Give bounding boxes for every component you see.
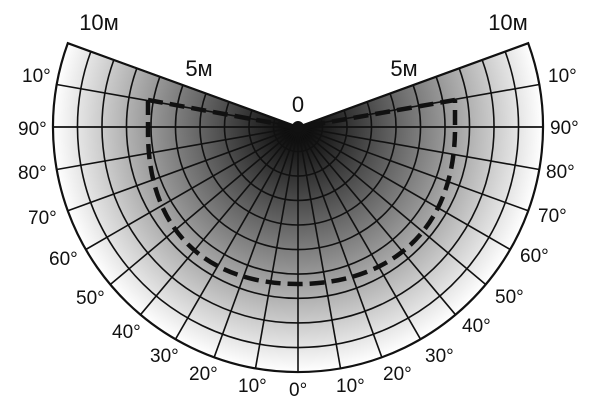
angle-spoke [139,126,299,316]
angle-spoke [297,126,457,316]
angle-label-right: 80° [546,162,575,183]
angle-label-left: 70° [28,208,57,229]
angle-label-left: 20° [189,364,218,385]
angle-spoke [254,126,299,369]
angle-label-right: 70° [538,206,567,227]
angle-spoke [297,126,511,251]
angle-label-left: 90° [18,119,47,140]
angle-label-right: 60° [520,246,549,267]
angle-label-right: 90° [550,118,579,139]
angle-spoke [297,126,422,340]
sensor-origin [292,121,304,133]
angle-spoke [174,126,299,340]
angle-spoke [297,126,342,369]
angle-spoke [213,126,299,358]
angle-spoke [297,126,529,212]
angle-label-left: 10° [238,376,267,397]
angle-label-right: 10° [336,376,365,397]
angle-label-left: 40° [112,322,141,343]
angle-spoke [56,126,299,171]
angle-label-left: 80° [18,163,47,184]
angle-label-left: 10° [22,66,51,87]
angle-spoke [85,126,299,251]
angle-spoke [297,126,383,358]
detection-boundary-dashed [145,100,458,287]
angle-spoke [297,126,487,286]
angle-spoke [109,126,299,286]
angle-label-left: 50° [76,288,105,309]
angle-spoke [297,126,540,171]
distance-label-mid-left: 5м [185,56,212,81]
angle-label-right: 50° [495,287,524,308]
angle-label-left: 60° [49,249,78,270]
angle-label-left: 30° [150,346,179,367]
angle-label-bottom: 0° [289,380,307,399]
distance-label-mid-right: 5м [390,56,417,81]
detection-zone-outline [51,41,545,374]
distance-label-outer-right: 10м [488,10,528,35]
angle-spoke [67,126,299,212]
detection-boundary-arms [147,97,456,130]
angle-label-right: 20° [383,364,412,385]
angle-label-right: 30° [425,346,454,367]
angle-label-right: 10° [548,66,577,87]
angle-label-right: 40° [462,316,491,337]
distance-label-outer-left: 10м [79,10,119,35]
center-label: 0 [292,92,304,117]
